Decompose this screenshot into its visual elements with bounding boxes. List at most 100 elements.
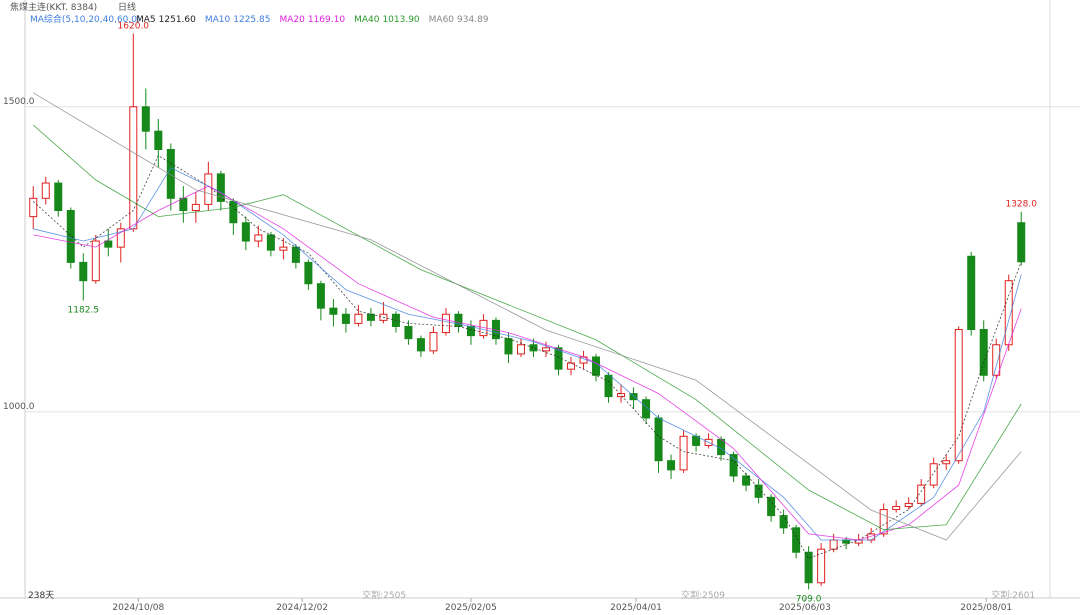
x-tick-label: 2024/10/08 [112,603,164,613]
candle-body [116,228,125,248]
candle-body [104,240,113,248]
legend-value: 934.89 [457,15,489,25]
corner-label: 238天 [28,591,54,601]
contract-marker: 交割:2505 [362,589,406,601]
candle-body [679,435,688,471]
candle-body [742,475,751,486]
candle-body [216,173,225,202]
candle-body [179,197,188,212]
candle-body [354,313,363,324]
candle-body [904,502,913,507]
candle-body [892,505,901,511]
candle-body [767,496,776,517]
candle-body [429,332,438,352]
x-tick-label: 2025/02/05 [445,603,497,613]
candle-body [266,234,275,251]
candle-body [54,182,63,212]
indicator: MA综合(5,10,20,40,60,0) [30,13,141,25]
candle-body [954,329,963,462]
candle-body [629,393,638,401]
x-tick-label: 2025/06/03 [779,603,831,613]
annotation: 709.0 [796,594,822,604]
candle-body [929,463,938,486]
legend-value: 1013.90 [382,15,419,25]
candle-body [942,460,951,465]
y-tick-label: 1000.0 [3,402,35,412]
candle-body [529,344,538,352]
legend-name: MA10 [205,15,231,25]
candle-body [366,313,375,321]
candle-body [516,344,525,355]
ma-line [33,124,1022,531]
legend-name: MA5 [136,15,156,25]
candle-body [41,182,50,199]
candle-body [604,374,613,398]
ma-line [33,155,1022,559]
legend-value: 1225.85 [233,15,270,25]
candle-body [804,551,813,584]
candle-body [842,539,851,544]
candle-body [79,261,88,282]
candle-body [967,255,976,331]
annotation: 1182.5 [68,306,100,316]
candle-body [779,515,788,529]
ma-line [33,185,1022,541]
candle-body [91,240,100,282]
candle-body [542,347,551,352]
candle-body [66,210,75,263]
annotation: 1328.0 [1005,200,1037,210]
candle-body [654,417,663,462]
candle-body [642,399,651,419]
period: 日线 [118,1,136,13]
candle-body [617,393,626,398]
candle-body [229,200,238,224]
candle-body [291,246,300,263]
candle-body [1017,222,1026,263]
candle-body [316,283,325,309]
candle-body [879,509,888,535]
candle-body [504,338,513,355]
candle-body [592,356,601,376]
legend-name: MA60 [429,15,455,25]
x-tick-label: 2025/04/01 [610,603,662,613]
annotation: 1620.0 [118,22,150,32]
candle-body [992,344,1001,376]
candle-body [304,261,313,285]
contract-marker: 交割:2509 [681,589,725,601]
candle-body [754,484,763,498]
y-tick-label: 1500.0 [3,97,35,107]
candle-body [279,246,288,251]
candle-body [404,325,413,340]
candle-body [729,454,738,477]
ma-line [33,167,1022,541]
candle-body [441,313,450,334]
candle-body [154,130,163,150]
candle-body [979,329,988,376]
candle-body [817,548,826,584]
legend-name: MA40 [354,15,380,25]
candle-body [241,222,250,242]
candle-body [329,307,338,315]
candle-body [204,173,213,205]
candle-body [166,149,175,199]
ma-line [33,92,1022,541]
candle-body [917,484,926,504]
candle-body [567,362,576,370]
candle-body [29,197,38,218]
contract-marker: 交割:2601 [991,589,1035,601]
chart-title: 焦煤主连(KKT. 8384) [10,1,97,13]
x-tick-label: 2025/08/01 [960,603,1012,613]
candle-body [667,460,676,471]
candle-body [829,539,838,550]
candle-body [416,338,425,352]
legend-value: 1169.10 [308,15,345,25]
candle-body [792,527,801,553]
candle-body [341,313,350,324]
candle-body [254,234,263,242]
legend-name: MA20 [279,15,305,25]
candle-body [191,203,200,212]
legend-value: 1251.60 [159,15,196,25]
